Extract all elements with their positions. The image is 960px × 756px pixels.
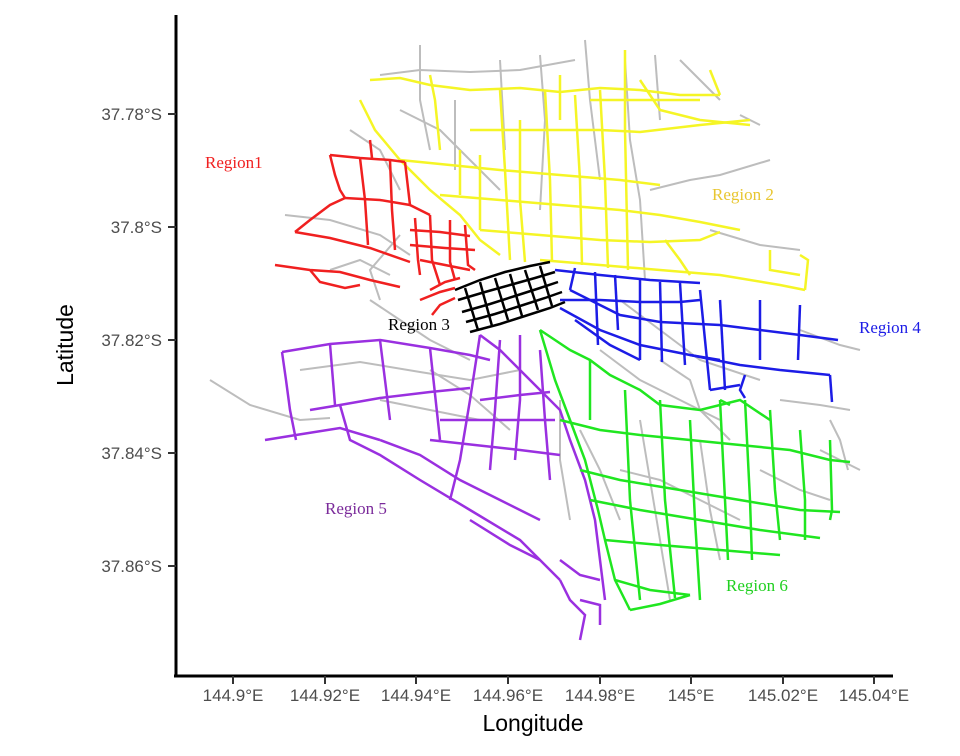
y-tick-label: 37.82°S	[101, 331, 162, 350]
x-tick-label: 145°E	[668, 686, 715, 705]
region-2-label: Region 2	[712, 185, 774, 204]
x-tick-label: 144.92°E	[290, 686, 360, 705]
y-tick-label: 37.8°S	[111, 218, 162, 237]
region-4-label: Region 4	[859, 318, 921, 337]
y-tick-label: 37.86°S	[101, 557, 162, 576]
x-tick-label: 144.98°E	[565, 686, 635, 705]
x-ticks	[232, 676, 875, 684]
region-3-label: Region 3	[388, 315, 450, 334]
region-2-roads	[358, 50, 810, 292]
x-axis-title: Longitude	[482, 710, 583, 736]
region-4-roads	[554, 267, 839, 403]
y-ticks	[168, 113, 176, 567]
region-3-roads	[454, 260, 566, 334]
y-axis-title: Latitude	[52, 304, 78, 386]
y-tick-labels: 37.78°S 37.8°S 37.82°S 37.84°S 37.86°S	[101, 105, 162, 576]
x-tick-label: 145.02°E	[748, 686, 818, 705]
x-tick-label: 144.9°E	[203, 686, 264, 705]
x-tick-label: 145.04°E	[839, 686, 909, 705]
region-5-label: Region 5	[325, 499, 387, 518]
region-5-roads	[264, 334, 607, 641]
other-roads	[209, 39, 861, 601]
x-tick-labels: 144.9°E 144.92°E 144.94°E 144.96°E 144.9…	[203, 686, 909, 705]
y-tick-label: 37.78°S	[101, 105, 162, 124]
x-tick-label: 144.96°E	[473, 686, 543, 705]
x-tick-label: 144.94°E	[381, 686, 451, 705]
region-1-label: Region1	[205, 153, 263, 172]
region-6-roads	[538, 328, 851, 612]
region-6-label: Region 6	[726, 576, 788, 595]
y-tick-label: 37.84°S	[101, 444, 162, 463]
region-1-roads	[274, 139, 476, 316]
